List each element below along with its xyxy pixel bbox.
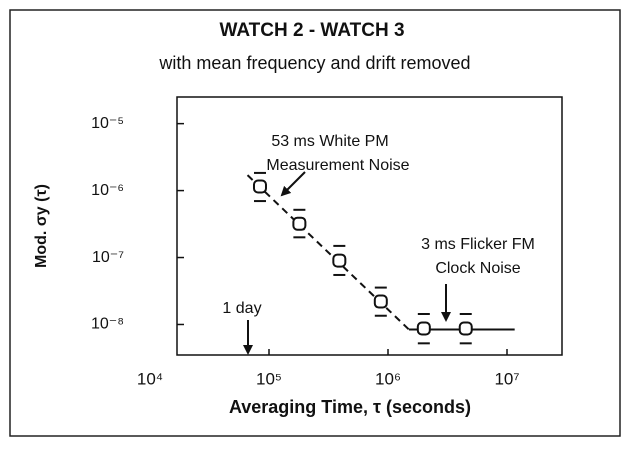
y-tick-label: 10⁻⁶ (91, 182, 124, 199)
x-tick-label: 10⁵ (256, 369, 282, 388)
point (332, 253, 347, 268)
plot-area (176, 96, 563, 356)
arrow (280, 171, 306, 197)
y-axis-label: Mod. σy (τ) (33, 184, 50, 268)
x-tick-label: 10⁷ (494, 369, 519, 388)
point (373, 294, 388, 309)
y-tick-label: 10⁻⁷ (92, 249, 124, 266)
annotation: Clock Noise (435, 260, 520, 277)
x-tick-label: 10⁴ (137, 369, 163, 388)
annotation: 53 ms White PM (271, 133, 388, 150)
y-tick-label: 10⁻⁵ (91, 115, 124, 132)
point (252, 179, 267, 194)
chart-subtitle: with mean frequency and drift removed (158, 53, 470, 73)
x-axis-label: Averaging Time, τ (seconds) (229, 397, 471, 417)
frame (9, 9, 621, 437)
chart-title: WATCH 2 - WATCH 3 (219, 20, 404, 41)
point (458, 321, 473, 336)
annotation: Measurement Noise (266, 157, 409, 174)
x-tick-label: 10⁶ (375, 369, 401, 388)
point (292, 216, 307, 231)
annotation: 3 ms Flicker FM (421, 236, 535, 253)
y-tick-label: 10⁻⁸ (91, 316, 124, 333)
annotation: 1 day (222, 300, 261, 317)
point (416, 321, 431, 336)
